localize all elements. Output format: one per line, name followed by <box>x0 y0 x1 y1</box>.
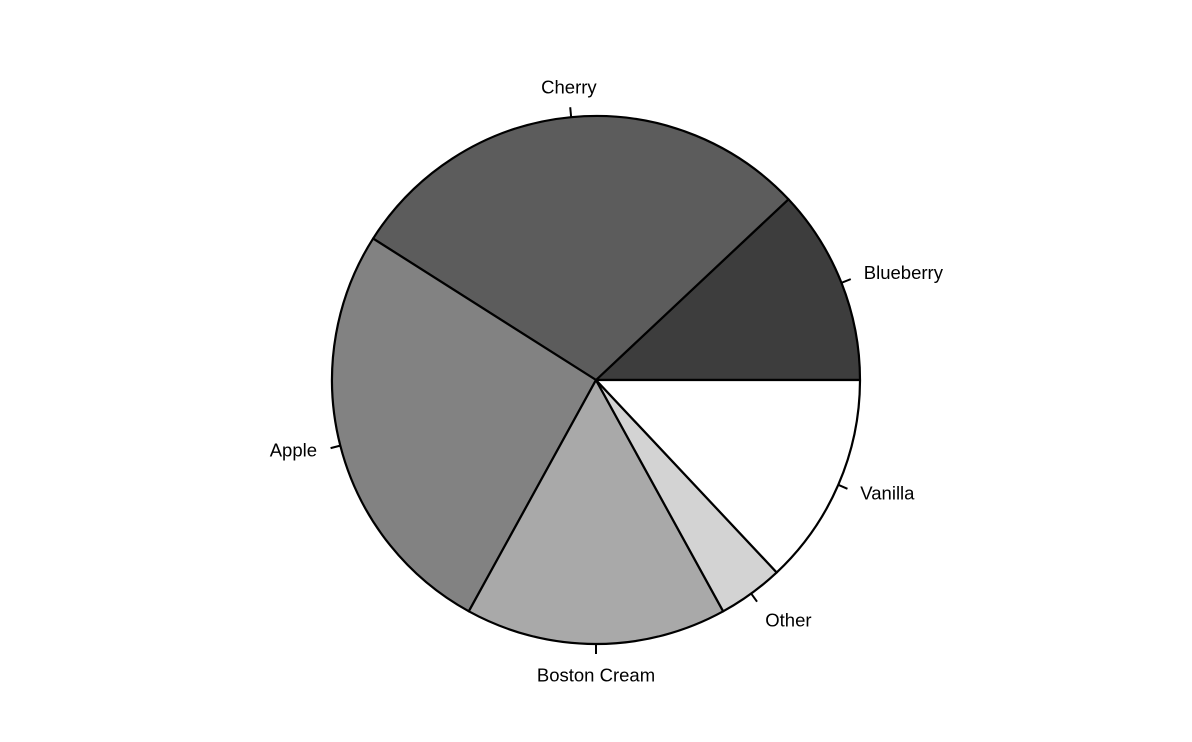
pie-slice-cherry <box>372 114 790 382</box>
pie-slice-apple <box>330 237 598 613</box>
slice-label-boston-cream: Boston Cream <box>537 665 655 686</box>
pie-slice-blueberry <box>594 198 862 382</box>
slice-label-cherry: Cherry <box>541 76 597 97</box>
slice-label-blueberry: Blueberry <box>864 262 944 283</box>
slices-layer <box>330 114 862 646</box>
label-tick-vanilla <box>837 483 848 490</box>
ticks-layer <box>330 107 852 654</box>
label-tick-cherry <box>569 107 573 118</box>
pie-slice-boston-cream <box>467 378 725 646</box>
labels-layer: Blueberry Cherry Apple Boston Cream Other Van… <box>270 76 944 685</box>
label-tick-apple <box>330 444 341 450</box>
slice-label-other: Other <box>765 610 811 631</box>
label-tick-other <box>750 592 758 603</box>
label-tick-blueberry <box>841 278 852 284</box>
slice-label-vanilla: Vanilla <box>860 482 915 503</box>
pie-slice-vanilla <box>594 378 862 574</box>
slice-label-apple: Apple <box>270 440 317 461</box>
